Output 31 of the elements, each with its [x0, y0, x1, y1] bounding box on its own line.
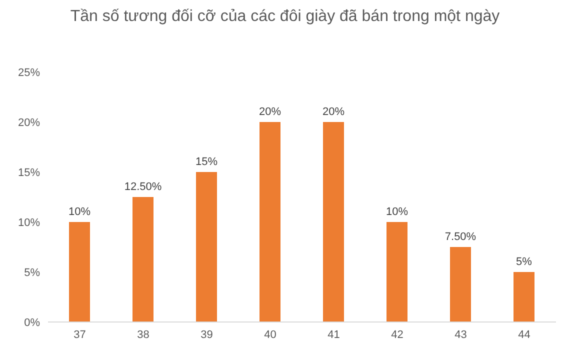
- y-tick-label: 20%: [18, 116, 40, 129]
- data-label: 10%: [68, 206, 91, 218]
- bar: [260, 122, 280, 322]
- data-label: 20%: [258, 106, 282, 118]
- x-tick-label: 38: [137, 328, 150, 341]
- x-tick-label: 40: [264, 328, 276, 341]
- x-tick-label: 39: [200, 328, 213, 341]
- y-tick-label: 0%: [24, 316, 40, 329]
- x-tick-label: 44: [518, 328, 530, 341]
- data-label: 5%: [516, 256, 532, 268]
- y-tick-label: 5%: [24, 266, 40, 279]
- bar: [450, 247, 471, 322]
- data-label: 20%: [322, 106, 345, 118]
- bar: [514, 272, 534, 322]
- chart-title: Tần số tương đối cỡ của các đôi giày đã bán trong một ngày: [69, 7, 501, 27]
- data-label: 12.50%: [124, 181, 162, 193]
- bar: [323, 122, 344, 322]
- data-label: 7.50%: [444, 231, 476, 243]
- bar: [69, 222, 90, 322]
- x-tick-label: 41: [328, 328, 340, 341]
- data-label: 10%: [386, 206, 408, 218]
- x-tick-label: 37: [74, 328, 86, 341]
- y-tick-label: 10%: [18, 216, 40, 229]
- y-tick-label: 15%: [18, 166, 40, 179]
- data-label: 15%: [195, 156, 218, 168]
- bar: [196, 172, 217, 322]
- x-tick-label: 43: [454, 328, 467, 341]
- bar: [386, 222, 408, 322]
- x-tick-label: 42: [391, 328, 404, 341]
- bar: [132, 197, 154, 322]
- y-tick-label: 25%: [18, 66, 40, 79]
